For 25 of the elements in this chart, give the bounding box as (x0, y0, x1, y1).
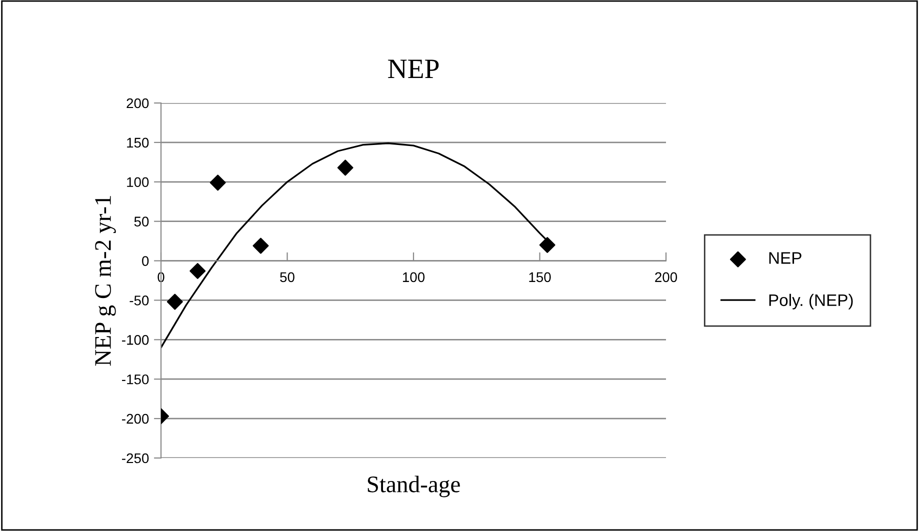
point (252, 238, 269, 254)
x-tick-label: 100 (402, 272, 425, 282)
y-tick-label: -150 (122, 374, 149, 384)
y-tick-label: -100 (122, 335, 149, 345)
y-tick-label: -200 (122, 414, 149, 424)
x-axis-title: Stand-age (368, 476, 460, 498)
y-tick-label: 100 (127, 177, 149, 188)
point (210, 174, 226, 191)
chart-title: NEP (388, 60, 439, 78)
x-tick-label: 50 (280, 272, 294, 282)
point (166, 294, 183, 310)
y-tick-label: -250 (122, 453, 149, 464)
y-axis-title: NEP g C m-2 yr-1 (95, 196, 116, 366)
legend-label: NEP (769, 252, 802, 264)
legend-label: Poly. (NEP) (769, 294, 853, 310)
y-tick-label: 50 (134, 216, 149, 227)
point (337, 160, 354, 176)
y-tick-label: 0 (142, 256, 149, 266)
point (539, 237, 556, 253)
y-tick-label: 150 (127, 138, 149, 148)
x-tick-label: 200 (655, 272, 678, 282)
point (190, 263, 206, 280)
x-tick-label: 150 (529, 272, 551, 282)
y-tick-label: 200 (126, 98, 149, 108)
y-tick-label: -50 (130, 296, 149, 306)
